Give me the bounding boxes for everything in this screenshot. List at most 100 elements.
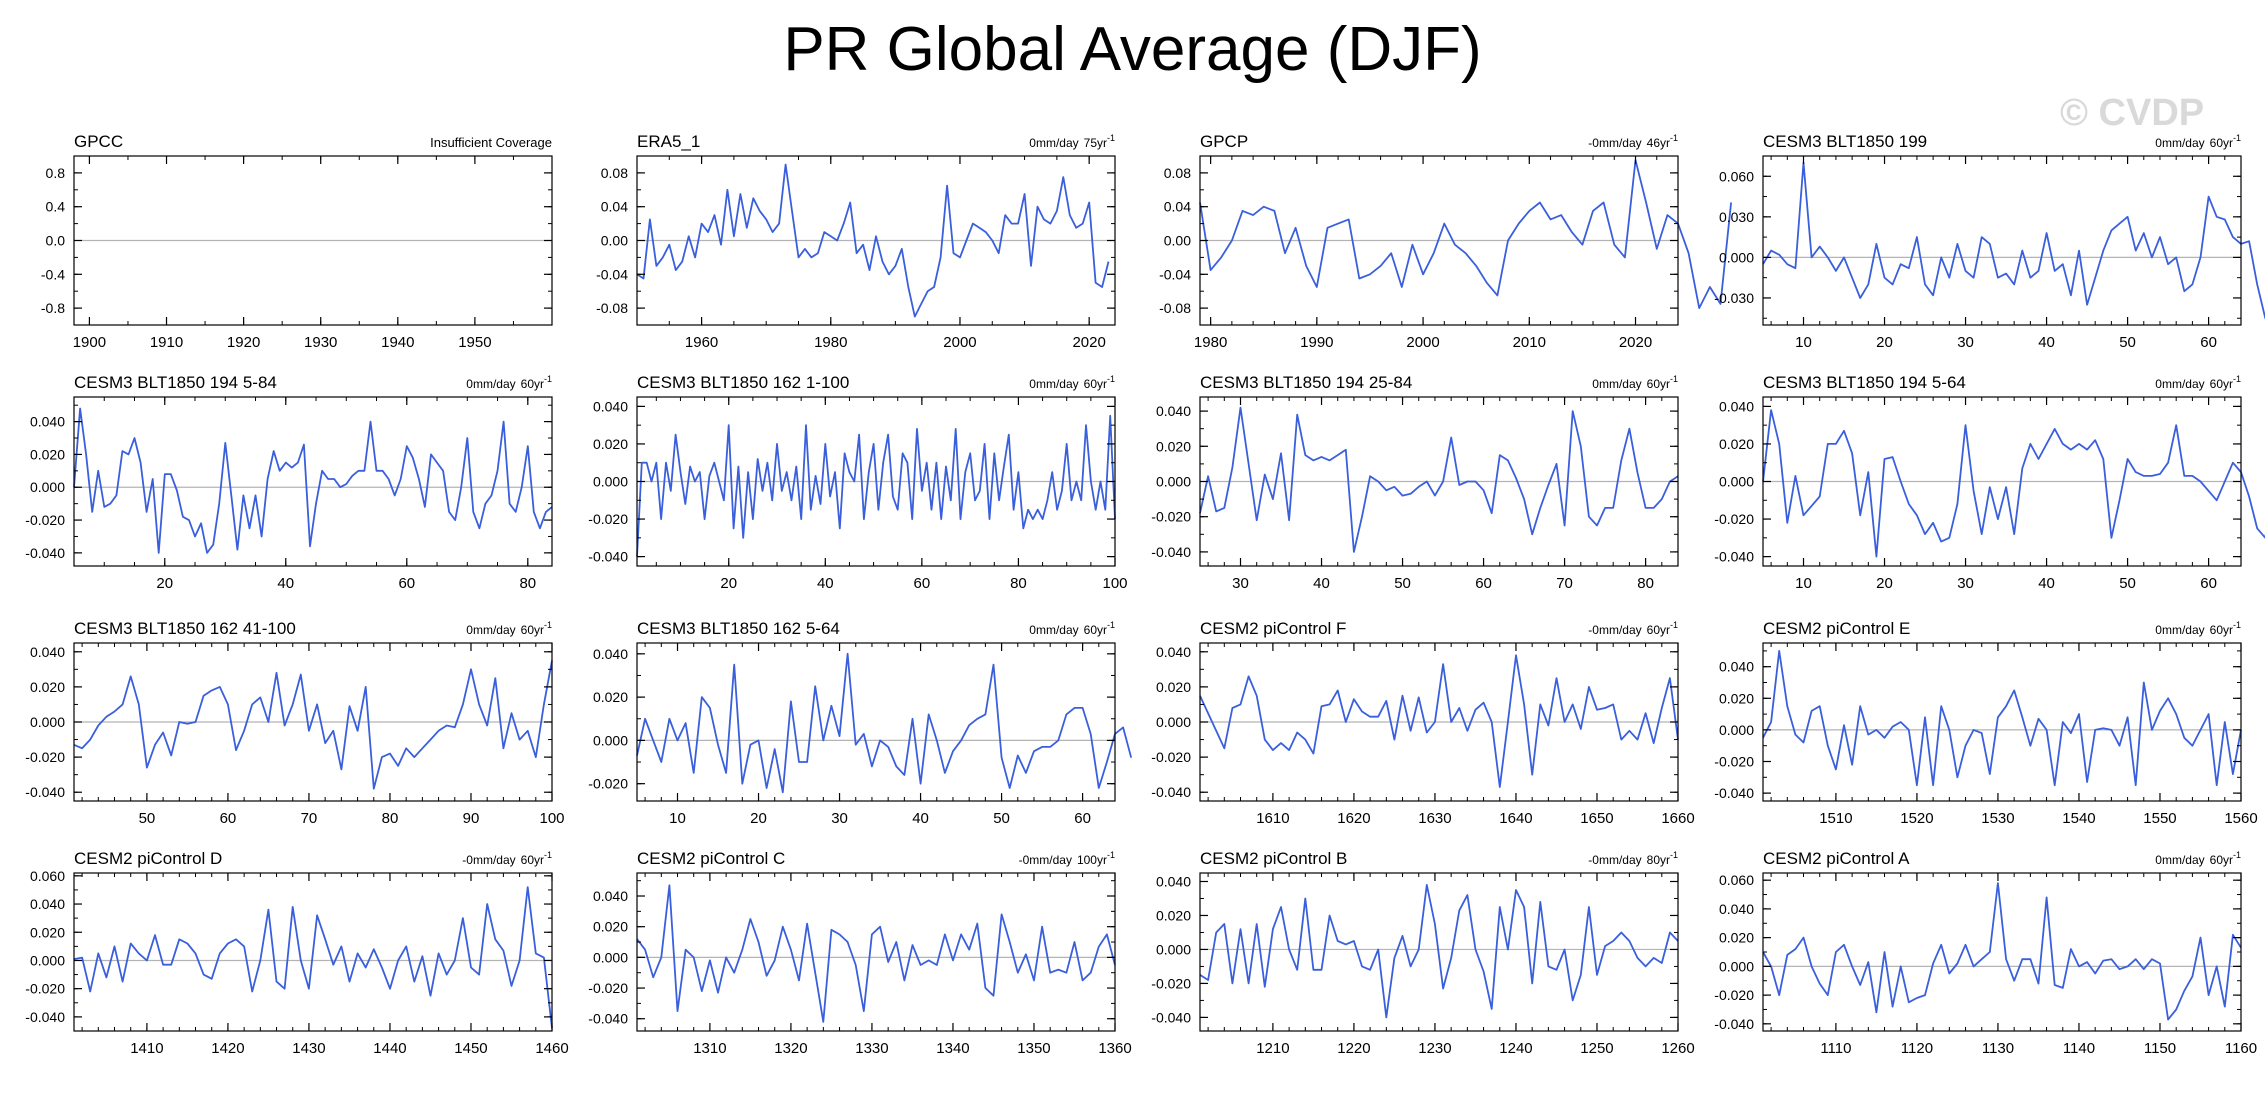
x-tick-label: 1510 xyxy=(1819,810,1852,827)
y-tick-label: 0.000 xyxy=(593,474,628,490)
x-tick-label: 30 xyxy=(831,810,848,827)
y-tick-label: 0.040 xyxy=(1719,398,1754,414)
trend-value: 0mm/day xyxy=(2155,377,2204,391)
x-tick-label: 80 xyxy=(1637,575,1654,592)
x-tick-label: 1950 xyxy=(458,334,491,351)
y-tick-label: -0.4 xyxy=(41,266,65,282)
x-tick-label: 1410 xyxy=(130,1040,163,1057)
chart-panel-5: CESM3 BLT1850 194 5-84 0mm/day 60yr-1 20 40 6… xyxy=(25,373,553,592)
trend-label: 0mm/day 60yr-1 xyxy=(2155,620,2241,637)
x-tick-label: 1160 xyxy=(2225,1040,2257,1057)
x-tick-label: 1620 xyxy=(1337,810,1370,827)
x-tick-label: 1350 xyxy=(1017,1040,1050,1057)
chart-title: CESM3 BLT1850 194 25-84 xyxy=(1200,373,1412,392)
trend-exponent: -1 xyxy=(2233,620,2241,630)
y-tick-label: 0.000 xyxy=(1719,474,1754,490)
y-tick-label: -0.040 xyxy=(588,549,628,565)
x-tick-label: 60 xyxy=(914,575,931,592)
trend-exponent: -1 xyxy=(1107,850,1115,860)
x-tick-label: 80 xyxy=(382,810,399,827)
chart-title: CESM3 BLT1850 162 1-100 xyxy=(637,373,849,392)
y-tick-label: -0.020 xyxy=(1714,511,1754,527)
x-tick-label: 1900 xyxy=(73,334,106,351)
series-line xyxy=(1762,650,2242,787)
plot-frame xyxy=(1199,872,1679,1032)
x-tick-label: 100 xyxy=(1102,575,1127,592)
y-tick-label: 0.040 xyxy=(593,398,628,414)
trend-exponent: -1 xyxy=(1107,620,1115,630)
y-tick-label: 0.000 xyxy=(1719,249,1754,265)
x-tick-label: 1440 xyxy=(373,1040,406,1057)
x-tick-label: 1560 xyxy=(2224,810,2257,827)
series-line xyxy=(636,884,1116,1023)
trend-value: -0mm/day xyxy=(1588,136,1641,150)
x-tick-label: 2020 xyxy=(1072,334,1105,351)
trend-period: 60yr xyxy=(2210,853,2233,867)
x-tick-label: 1540 xyxy=(2062,810,2095,827)
x-tick-label: 60 xyxy=(1475,575,1492,592)
y-tick-label: 0.020 xyxy=(1719,930,1754,946)
y-tick-label: -0.040 xyxy=(25,545,65,561)
trend-value: -0mm/day xyxy=(1019,853,1072,867)
trend-value: -0mm/day xyxy=(462,853,515,867)
plot-frame xyxy=(1762,155,2242,326)
y-tick-label: 0.000 xyxy=(1156,941,1191,957)
y-tick-label: 0.08 xyxy=(1164,165,1191,181)
x-tick-label: 1240 xyxy=(1499,1040,1532,1057)
x-tick-label: 10 xyxy=(1795,334,1812,351)
x-tick-label: 1330 xyxy=(855,1040,888,1057)
y-tick-label: 0.0 xyxy=(46,233,66,249)
x-tick-label: 1230 xyxy=(1418,1040,1451,1057)
x-tick-label: 1610 xyxy=(1256,810,1289,827)
x-tick-label: 50 xyxy=(139,810,156,827)
trend-value: 0mm/day xyxy=(1029,136,1078,150)
chart-panel-11: CESM2 piControl F -0mm/day 60yr-1 1610 1620 1… xyxy=(1151,619,1694,827)
y-tick-label: -0.040 xyxy=(1714,1016,1754,1032)
trend-exponent: -1 xyxy=(1670,133,1678,143)
y-tick-label: -0.08 xyxy=(1159,300,1191,316)
y-tick-label: 0.00 xyxy=(601,233,628,249)
chart-panel-16: CESM2 piControl A 0mm/day 60yr-1 1110 1120 11… xyxy=(1714,849,2257,1057)
series-line xyxy=(636,652,1133,794)
x-tick-label: 40 xyxy=(912,810,929,827)
chart-title: CESM3 BLT1850 199 xyxy=(1763,132,1927,151)
series-line xyxy=(1199,884,1679,1019)
x-tick-label: 1460 xyxy=(535,1040,568,1057)
plot-frame xyxy=(1762,642,2242,802)
y-tick-label: 0.020 xyxy=(1719,436,1754,452)
y-tick-label: 0.020 xyxy=(593,436,628,452)
x-tick-label: 1520 xyxy=(1900,810,1933,827)
chart-panel-8: CESM3 BLT1850 194 5-64 0mm/day 60yr-1 10 20 3… xyxy=(1714,373,2265,592)
y-tick-label: 0.020 xyxy=(30,924,65,940)
trend-period: 60yr xyxy=(2210,623,2233,637)
x-tick-label: 20 xyxy=(720,575,737,592)
y-tick-label: 0.000 xyxy=(30,479,65,495)
chart-note: Insufficient Coverage xyxy=(430,135,552,150)
y-tick-label: 0.020 xyxy=(593,689,628,705)
series-line xyxy=(1762,161,2265,320)
trend-label: 0mm/day 60yr-1 xyxy=(1592,374,1678,391)
x-tick-label: 80 xyxy=(519,575,536,592)
trend-value: 0mm/day xyxy=(2155,623,2204,637)
series-line xyxy=(636,163,1110,318)
watermark-text: © CVDP xyxy=(2060,92,2205,134)
x-tick-label: 1960 xyxy=(685,334,718,351)
y-tick-label: -0.040 xyxy=(588,1011,628,1027)
x-tick-label: 2000 xyxy=(943,334,976,351)
chart-panel-12: CESM2 piControl E 0mm/day 60yr-1 1510 1520 15… xyxy=(1714,619,2257,827)
y-tick-label: -0.08 xyxy=(596,300,628,316)
y-tick-label: 0.020 xyxy=(30,446,65,462)
y-tick-label: 0.040 xyxy=(593,888,628,904)
y-tick-label: 0.000 xyxy=(593,949,628,965)
y-tick-label: -0.040 xyxy=(1151,1009,1191,1025)
y-tick-label: -0.020 xyxy=(25,981,65,997)
trend-period: 60yr xyxy=(2210,136,2233,150)
x-tick-label: 50 xyxy=(993,810,1010,827)
trend-label: 0mm/day 60yr-1 xyxy=(1029,374,1115,391)
x-tick-label: 30 xyxy=(1957,575,1974,592)
x-tick-label: 40 xyxy=(817,575,834,592)
trend-period: 60yr xyxy=(521,377,544,391)
trend-exponent: -1 xyxy=(544,374,552,384)
series-line xyxy=(1199,654,1679,788)
x-tick-label: 2010 xyxy=(1513,334,1546,351)
